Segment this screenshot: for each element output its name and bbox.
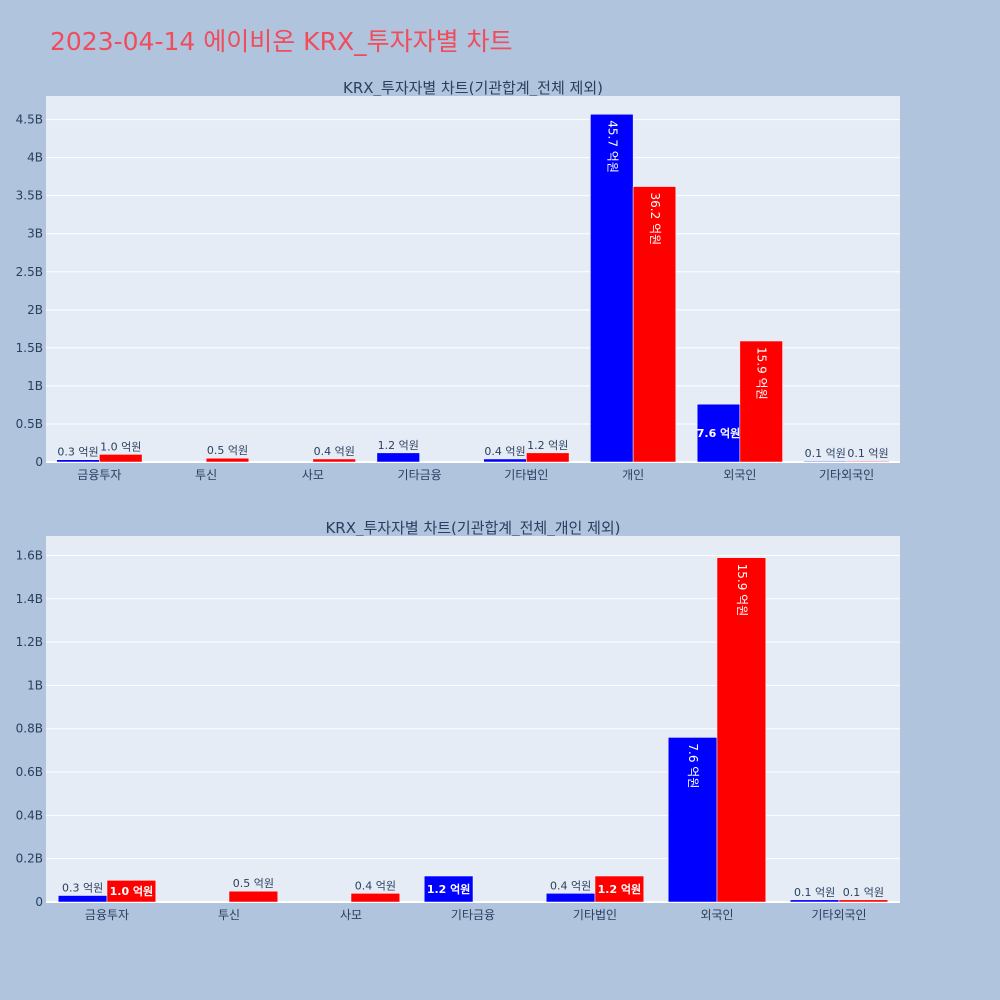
data-label: 0.4 억원 xyxy=(550,879,591,892)
data-label: 0.1 억원 xyxy=(805,447,846,460)
bar xyxy=(350,893,401,903)
x-tick-label: 사모 xyxy=(340,908,362,922)
data-label: 0.1 억원 xyxy=(847,447,888,460)
y-tick-label: 4B xyxy=(27,151,43,165)
y-tick-label: 0.4B xyxy=(16,808,43,822)
y-tick-label: 0.5B xyxy=(16,417,43,431)
bar xyxy=(483,458,527,463)
bar xyxy=(846,460,890,463)
x-tick-label: 외국인 xyxy=(723,468,756,482)
y-tick-label: 3B xyxy=(27,227,43,241)
data-label: 0.1 억원 xyxy=(843,886,884,899)
bar xyxy=(739,340,783,463)
y-tick-label: 0 xyxy=(35,455,43,469)
data-label: 15.9 억원 xyxy=(755,347,769,400)
chart-title: KRX_투자자별 차트(기관합계_전체_개인 제외) xyxy=(325,519,620,538)
data-label: 1.2 억원 xyxy=(527,439,568,452)
y-tick-label: 0.6B xyxy=(16,765,43,779)
y-tick-label: 3.5B xyxy=(16,189,43,203)
x-tick-label: 투신 xyxy=(218,908,240,922)
x-tick-label: 기타법인 xyxy=(504,468,548,482)
data-label: 7.6 억원 xyxy=(686,743,700,788)
data-label: 0.5 억원 xyxy=(233,877,274,890)
page-title: 2023-04-14 에이비온 KRX_투자자별 차트 xyxy=(50,27,513,56)
data-label: 1.2 억원 xyxy=(598,882,642,896)
data-label: 1.2 억원 xyxy=(378,439,419,452)
x-tick-label: 기타외국인 xyxy=(819,468,874,482)
x-tick-label: 개인 xyxy=(622,468,644,482)
plot-area xyxy=(46,536,900,902)
data-label: 45.7 억원 xyxy=(605,120,619,173)
y-tick-label: 4.5B xyxy=(16,113,43,127)
bar xyxy=(376,452,420,463)
x-tick-label: 외국인 xyxy=(700,908,733,922)
x-tick-label: 금융투자 xyxy=(77,468,121,482)
chart-excluding-institutions: KRX_투자자별 차트(기관합계_전체 제외) 0 0.5B 1B 1.5B 2B 2.5B… xyxy=(16,79,900,482)
bar xyxy=(590,114,634,463)
bar xyxy=(545,893,596,903)
bar xyxy=(803,460,847,463)
x-tick-label: 투신 xyxy=(195,468,217,482)
chart-title: KRX_투자자별 차트(기관합계_전체 제외) xyxy=(343,79,603,98)
y-tick-label: 1B xyxy=(27,678,43,692)
data-label: 0.4 억원 xyxy=(484,445,525,458)
bar xyxy=(205,457,250,463)
x-tick-label: 기타금융 xyxy=(398,468,442,482)
data-label: 0.4 억원 xyxy=(355,879,396,892)
data-label: 0.5 억원 xyxy=(207,444,248,457)
data-label: 0.3 억원 xyxy=(57,446,98,459)
y-tick-label: 1.4B xyxy=(16,592,43,606)
x-tick-label: 기타법인 xyxy=(573,908,617,922)
x-tick-label: 사모 xyxy=(302,468,324,482)
y-tick-label: 1B xyxy=(27,379,43,393)
data-label: 1.0 억원 xyxy=(110,884,154,898)
x-tick-label: 금융투자 xyxy=(85,908,129,922)
bar xyxy=(838,899,889,903)
y-tick-label: 2.5B xyxy=(16,265,43,279)
bar xyxy=(594,875,645,903)
bar xyxy=(106,880,157,903)
bar xyxy=(526,452,570,463)
y-tick-label: 0.8B xyxy=(16,722,43,736)
x-tick-label: 기타금융 xyxy=(451,908,495,922)
data-label: 15.9 억원 xyxy=(735,564,749,617)
data-label: 0.3 억원 xyxy=(62,882,103,895)
data-label: 1.0 억원 xyxy=(100,440,141,453)
y-tick-label: 2B xyxy=(27,303,43,317)
bar xyxy=(423,875,474,903)
bar xyxy=(312,458,356,463)
chart-excluding-institutions-and-individuals: KRX_투자자별 차트(기관합계_전체_개인 제외) 0 0.2B 0.4B 0.6B 0… xyxy=(16,519,900,922)
bar xyxy=(228,890,279,903)
bar xyxy=(56,459,100,463)
data-label: 0.1 억원 xyxy=(794,886,835,899)
bar xyxy=(99,454,143,463)
data-label: 1.2 억원 xyxy=(427,882,471,896)
data-label: 36.2 억원 xyxy=(648,193,662,246)
data-label: 0.4 억원 xyxy=(314,445,355,458)
bar xyxy=(716,557,767,903)
y-tick-label: 1.5B xyxy=(16,341,43,355)
bar xyxy=(696,403,741,463)
data-label: 7.6 억원 xyxy=(697,426,741,440)
bar xyxy=(789,899,840,903)
bar xyxy=(57,895,108,903)
bar xyxy=(667,737,718,903)
y-tick-label: 1.2B xyxy=(16,635,43,649)
y-tick-label: 0 xyxy=(35,895,43,909)
y-tick-label: 1.6B xyxy=(16,548,43,562)
bar xyxy=(632,186,677,463)
y-tick-label: 0.2B xyxy=(16,852,43,866)
x-tick-label: 기타외국인 xyxy=(811,908,866,922)
